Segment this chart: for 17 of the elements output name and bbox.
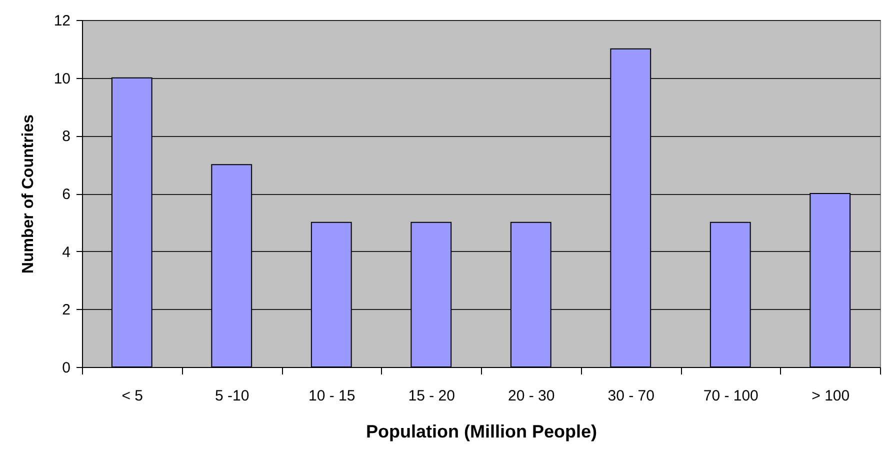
x-tick-label: 15 - 20 bbox=[408, 388, 455, 404]
x-tick-label: 5 -10 bbox=[215, 388, 250, 404]
y-tick-label: 0 bbox=[62, 360, 70, 376]
y-tick-label: 2 bbox=[62, 302, 70, 319]
y-tick-label: 4 bbox=[62, 244, 70, 261]
x-axis-title: Population (Million People) bbox=[366, 422, 597, 442]
y-tick-label: 10 bbox=[54, 70, 70, 88]
x-tick-label: < 5 bbox=[122, 388, 144, 404]
x-tick-label: 10 - 15 bbox=[308, 388, 356, 404]
x-tick-label: 20 - 30 bbox=[508, 388, 555, 404]
y-tick-label: 12 bbox=[54, 12, 70, 30]
x-tick-label: > 100 bbox=[812, 388, 850, 404]
y-tick-label: 8 bbox=[62, 128, 70, 146]
x-tick-label: 70 - 100 bbox=[703, 388, 758, 404]
x-tick-label: 30 - 70 bbox=[608, 388, 654, 404]
y-tick-label: 6 bbox=[62, 186, 70, 203]
y-axis-title: Number of Countries bbox=[20, 114, 37, 274]
